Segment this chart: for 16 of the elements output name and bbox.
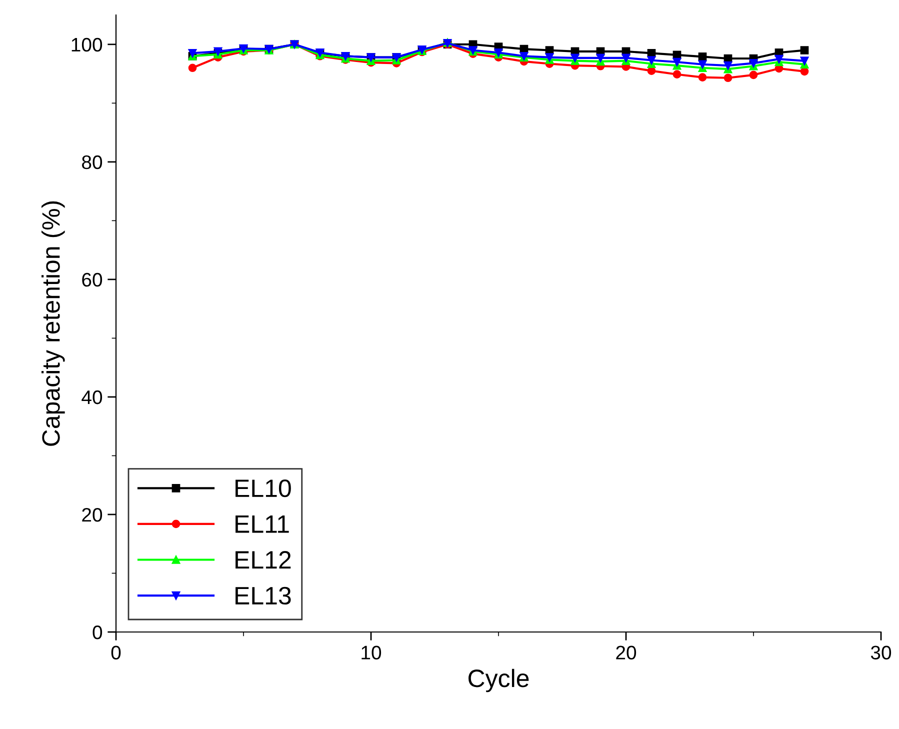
y-axis-title: Capacity retention (%) (42, 201, 65, 446)
y-tick-label: 60 (82, 272, 102, 287)
legend-label: EL12 (236, 551, 291, 569)
y-tick-label: 20 (82, 508, 102, 522)
x-tick-label: 10 (362, 646, 382, 660)
y-tick-label: 100 (72, 38, 102, 52)
x-tick-label: 30 (870, 646, 892, 660)
legend-label: EL13 (236, 586, 291, 605)
y-tick-label: 80 (82, 155, 102, 170)
y-tick-label: 40 (82, 390, 102, 404)
x-tick-label: 0 (111, 646, 121, 660)
x-axis-title: Cycle (468, 668, 529, 692)
y-tick-label: 0 (92, 625, 102, 640)
x-tick-label: 20 (616, 646, 636, 660)
legend-label: EL10 (236, 479, 291, 498)
legend-label: EL11 (236, 516, 289, 533)
